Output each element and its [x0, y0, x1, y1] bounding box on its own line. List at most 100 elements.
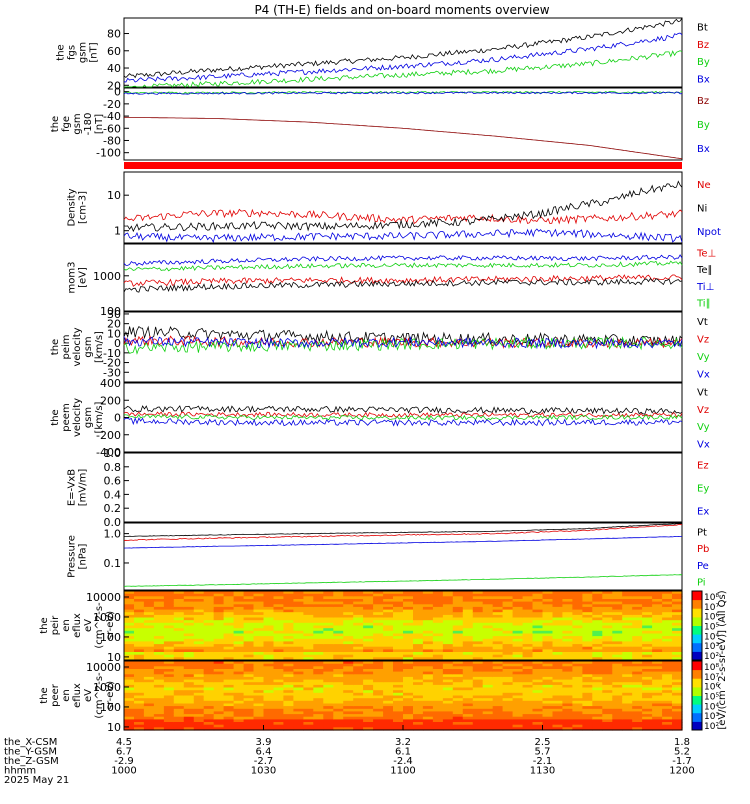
peer-cell [383, 714, 394, 718]
peir-cell [662, 654, 673, 658]
peir-cell [323, 599, 334, 603]
peir-cell [442, 620, 454, 624]
peir-cell [303, 617, 314, 621]
peir-cell [303, 599, 314, 603]
peer-cell [432, 663, 444, 667]
peer-cell [552, 716, 564, 720]
peer-cell [612, 703, 623, 707]
peer-cell [652, 674, 663, 678]
peir-cell [622, 649, 633, 653]
peir-cell [183, 612, 195, 616]
peir-cell [512, 649, 524, 653]
peer-cell [422, 700, 434, 705]
peir-cell [233, 630, 245, 635]
peer-cell [393, 661, 404, 665]
peer-cell [602, 719, 613, 723]
peer-cell [442, 700, 454, 705]
peer-cell [173, 698, 185, 702]
peir-ylabel: eV [83, 619, 94, 632]
peer-cell [413, 703, 424, 707]
peir-cell [323, 644, 334, 648]
peir-cell [213, 641, 225, 645]
peer-cell [333, 724, 344, 728]
peir-cell [273, 649, 285, 653]
peer-cell [492, 692, 504, 697]
peer-cell [582, 724, 593, 728]
peer-cell [163, 671, 175, 675]
peir-cell [124, 649, 135, 653]
peer-cell [582, 708, 593, 713]
peir-cell [592, 620, 603, 624]
peer-cell [313, 666, 324, 670]
peer-cell [183, 695, 195, 699]
peer-cell [343, 674, 354, 678]
peer-cell [183, 676, 195, 681]
peir-cell [313, 646, 324, 650]
peir-cell [413, 638, 424, 643]
peir-cell [572, 633, 583, 637]
temp-ytick-label: 1000 [93, 270, 121, 283]
peer-cell [243, 714, 255, 718]
peer-cell [213, 687, 225, 691]
peir-cell [233, 625, 245, 629]
peer-cell [532, 666, 544, 670]
peir-cell [333, 646, 344, 650]
peer-cell [333, 690, 344, 694]
axis-row-value: 1030 [251, 766, 276, 777]
peer-cell [462, 698, 474, 702]
peir-cell [373, 633, 384, 637]
peir-cell [273, 644, 285, 648]
peer-cell [502, 661, 514, 665]
peir-cell [393, 628, 404, 632]
peir-cell [363, 644, 374, 648]
peir-cell [502, 620, 514, 624]
peer-cell [213, 708, 225, 713]
peir-cell [442, 641, 454, 645]
peir-cell [472, 646, 484, 650]
peer-cell [532, 690, 544, 694]
peir-cell [562, 657, 573, 661]
peer-cell [134, 676, 145, 681]
peer-cell [263, 692, 275, 697]
peir-cell [622, 636, 633, 640]
peir-cell [582, 604, 593, 608]
peir-cell [153, 636, 165, 640]
peir-cell [273, 630, 285, 635]
peir-cell [472, 604, 484, 608]
peir-cell [173, 644, 185, 648]
peir-cell [163, 652, 175, 656]
peir-cell [313, 649, 324, 653]
peer-cell [293, 700, 304, 705]
temp-series-1 [123, 277, 683, 293]
peer-cell [562, 703, 573, 707]
peir-cell [652, 636, 663, 640]
peir-cell [413, 654, 424, 658]
axis-row-value: -2.9 [114, 756, 134, 767]
peer-cell [462, 722, 474, 726]
peer-cell [672, 706, 683, 710]
peir-cell [672, 641, 683, 645]
peer-cell [333, 663, 344, 667]
axis-row-value: 1130 [530, 766, 555, 777]
peir-cell [502, 628, 514, 632]
peir-cell [303, 638, 314, 643]
peer-cell [373, 687, 384, 691]
peir-cell [263, 593, 275, 597]
peer-cell [273, 661, 285, 665]
peer-cell [642, 669, 653, 673]
peir-cell [124, 593, 135, 597]
pressure-frame [123, 522, 683, 591]
temp-series-2 [123, 254, 683, 266]
peir-cell [652, 591, 663, 595]
peir-cell [373, 614, 384, 619]
peir-cell [472, 625, 484, 629]
peir-cell [283, 654, 294, 658]
peer-cell [472, 719, 484, 723]
peer-cell [243, 700, 255, 705]
peer-cell [522, 676, 534, 681]
peir-cell [343, 636, 354, 640]
peer-ytick-label: 1000 [93, 681, 121, 694]
peer-cell [572, 692, 583, 697]
peer-cell [213, 695, 225, 699]
peir-cell [512, 604, 524, 608]
